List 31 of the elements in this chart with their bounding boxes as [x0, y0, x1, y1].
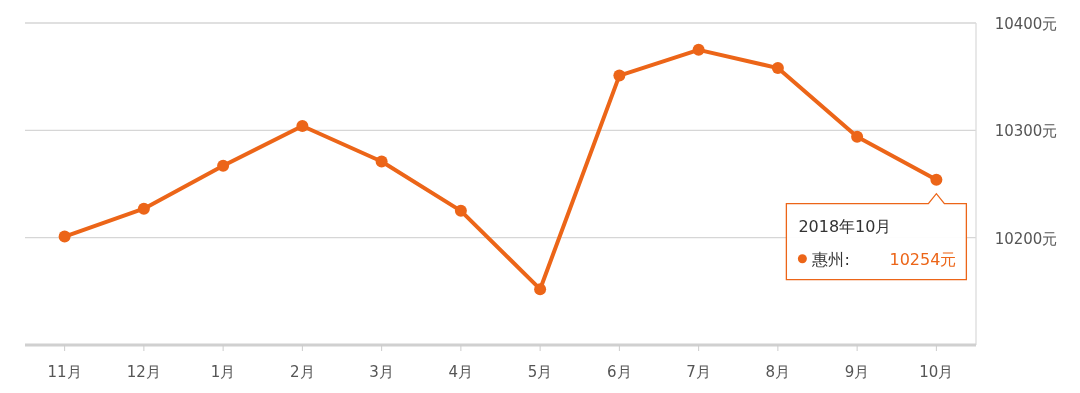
- point: [692, 43, 705, 56]
- point: [851, 130, 864, 143]
- tooltip: 2018年10月 惠州: 10254元: [785, 192, 968, 281]
- y-tick-label: 10400元: [994, 15, 1058, 33]
- x-tick-label: 6月: [607, 363, 632, 381]
- y-tick-label: 10200元: [994, 229, 1058, 248]
- x-tick-label: 1月: [210, 363, 236, 381]
- x-tick-label: 8月: [765, 363, 791, 381]
- y-tick-label: 10300元: [994, 122, 1058, 141]
- point: [137, 202, 150, 215]
- x-tick-label: 7月: [686, 363, 711, 381]
- x-tick-label: 2月: [290, 363, 315, 381]
- point: [534, 283, 547, 296]
- point: [930, 173, 943, 186]
- x-tick-label: 3月: [369, 363, 394, 381]
- annotation: 2018年10月: [798, 216, 892, 236]
- x-tick-label: 12月: [126, 363, 161, 381]
- x-tick-label: 11月: [47, 363, 82, 381]
- point: [217, 159, 230, 172]
- point: [613, 69, 626, 82]
- annotation: 惠州:: [811, 249, 850, 269]
- point: [58, 230, 71, 243]
- x-tick-label: 9月: [844, 363, 870, 381]
- point: [771, 62, 784, 75]
- annotation: 10254元: [889, 249, 957, 269]
- x-tick-label: 5月: [527, 363, 553, 381]
- x-tick-label: 10月: [919, 363, 954, 381]
- point: [375, 155, 388, 168]
- x-tick-label: 4月: [448, 363, 474, 381]
- point: [454, 204, 467, 217]
- point: [296, 120, 309, 133]
